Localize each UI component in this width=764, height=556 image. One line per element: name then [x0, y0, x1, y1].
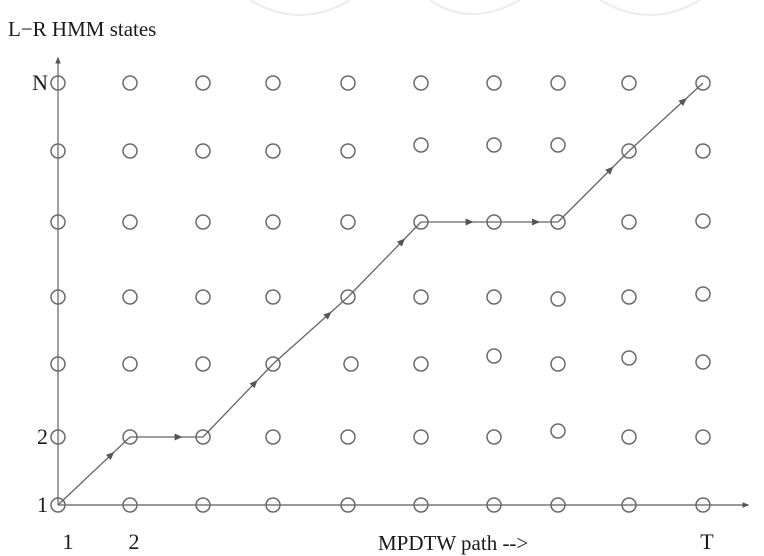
state-node-c9-r3 [695, 286, 711, 302]
state-node-c1-r3 [122, 289, 138, 305]
path-arrow-6 [465, 218, 474, 226]
background-watermark [249, 0, 701, 16]
state-grid [50, 75, 711, 513]
path-segment-9 [628, 82, 704, 152]
x-tick-label-2: 2 [129, 529, 140, 554]
state-node-c1-r5 [122, 143, 138, 159]
y-tick-label-1: 1 [37, 492, 48, 517]
state-node-c9-r4 [695, 213, 711, 229]
state-node-c4-r3 [340, 289, 356, 305]
state-node-c4-r1 [340, 429, 356, 445]
state-node-c1-r0 [122, 497, 138, 513]
state-node-c9-r6 [695, 75, 711, 91]
state-node-c3-r2 [265, 356, 281, 372]
path-segment-8 [557, 150, 630, 223]
state-node-c8-r3 [621, 289, 637, 305]
state-node-c5-r0 [413, 497, 429, 513]
state-node-c3-r3 [265, 289, 281, 305]
y-tick-label-2: 2 [37, 424, 48, 449]
state-node-c0-r5 [50, 143, 66, 159]
state-node-c5-r6 [413, 75, 429, 91]
path-arrow-7 [532, 218, 541, 226]
state-node-c8-r5 [621, 143, 637, 159]
path-segment-1 [57, 436, 131, 506]
state-node-c1-r6 [122, 75, 138, 91]
state-node-c0-r4 [50, 214, 66, 230]
alignment-path [57, 82, 704, 506]
state-node-c3-r5 [265, 143, 281, 159]
state-node-c4-r2 [343, 356, 359, 372]
y-tick-labels: 1 2 N [32, 70, 48, 517]
path-arrow-2 [174, 433, 183, 441]
path-arrow-1 [105, 451, 115, 460]
path-segment-5 [347, 221, 422, 298]
state-node-c0-r1 [50, 429, 66, 445]
x-tick-labels: 1 2 T [63, 529, 715, 554]
path-segment-3 [202, 363, 274, 438]
x-tick-label-t: T [700, 529, 714, 554]
state-node-c8-r1 [621, 429, 637, 445]
state-node-c0-r6 [50, 75, 66, 91]
state-node-c0-r3 [50, 289, 66, 305]
state-node-c7-r0 [550, 497, 566, 513]
state-node-c7-r3 [550, 291, 566, 307]
state-node-c9-r1 [695, 429, 711, 445]
state-node-c8-r4 [621, 214, 637, 230]
state-node-c2-r4 [195, 214, 211, 230]
path-arrow-5 [396, 238, 405, 247]
state-node-c8-r6 [621, 75, 637, 91]
state-node-c0-r0 [50, 497, 66, 513]
state-node-c7-r1 [550, 423, 566, 439]
state-node-c8-r0 [621, 497, 637, 513]
y-tick-label-n: N [32, 70, 48, 95]
state-node-c4-r4 [340, 214, 356, 230]
state-node-c6-r6 [486, 75, 502, 91]
state-node-c2-r0 [195, 497, 211, 513]
state-node-c7-r5 [550, 137, 566, 153]
state-node-c6-r0 [486, 497, 502, 513]
x-axis-title: MPDTW path --> [378, 531, 528, 555]
state-node-c2-r6 [195, 75, 211, 91]
state-node-c3-r1 [265, 429, 281, 445]
state-node-c1-r4 [122, 214, 138, 230]
path-segment-4 [272, 296, 349, 365]
y-axis-title: L−R HMM states [8, 17, 156, 41]
state-node-c1-r2 [122, 356, 138, 372]
state-node-c4-r0 [340, 497, 356, 513]
state-node-c4-r5 [340, 143, 356, 159]
path-arrow-9 [678, 97, 687, 106]
x-tick-label-1: 1 [63, 529, 74, 554]
state-node-c6-r3 [486, 289, 502, 305]
state-node-c2-r3 [195, 289, 211, 305]
path-arrow-4 [323, 311, 332, 320]
state-node-c5-r1 [413, 429, 429, 445]
state-node-c8-r2 [621, 350, 637, 366]
path-arrow-3 [249, 380, 258, 389]
state-node-c7-r2 [550, 356, 566, 372]
state-node-c5-r2 [413, 356, 429, 372]
state-node-c3-r0 [265, 497, 281, 513]
state-node-c9-r0 [695, 497, 711, 513]
state-node-c2-r5 [195, 143, 211, 159]
state-node-c3-r4 [265, 214, 281, 230]
state-node-c6-r5 [486, 137, 502, 153]
state-node-c9-r5 [695, 143, 711, 159]
state-node-c9-r2 [695, 354, 711, 370]
state-node-c5-r5 [413, 137, 429, 153]
state-node-c6-r1 [486, 429, 502, 445]
state-node-c4-r6 [340, 75, 356, 91]
state-node-c2-r2 [195, 356, 211, 372]
state-node-c0-r2 [50, 356, 66, 372]
state-node-c5-r3 [413, 289, 429, 305]
state-node-c6-r2 [486, 348, 502, 364]
state-node-c7-r6 [550, 75, 566, 91]
state-node-c3-r6 [265, 75, 281, 91]
path-arrow-8 [605, 166, 614, 175]
